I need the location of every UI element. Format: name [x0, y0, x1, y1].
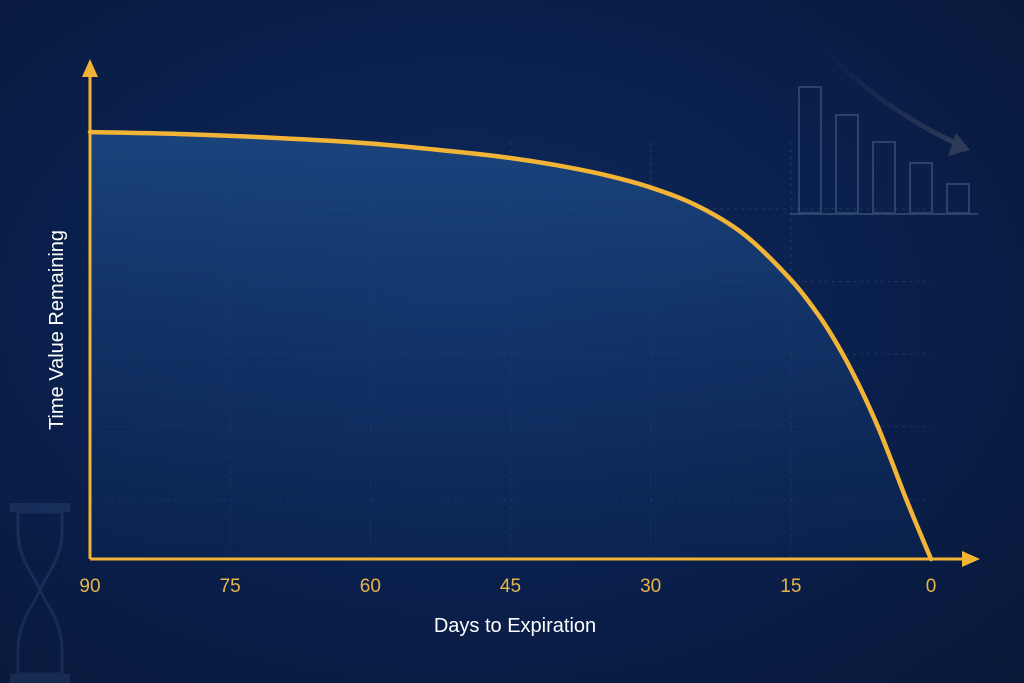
x-tick-label: 15	[780, 576, 801, 597]
series-area-fill	[90, 132, 931, 559]
trend-arrow-icon	[803, 27, 970, 156]
x-axis	[90, 551, 980, 567]
x-tick-label: 45	[500, 576, 521, 597]
series-line	[87, 129, 934, 562]
x-tick-label: 30	[640, 576, 661, 597]
declining-bars-icon	[790, 86, 978, 215]
x-tick-label: 90	[79, 576, 100, 597]
x-tick-labels: 90 75 60 45 30 15 0	[79, 576, 936, 597]
y-axis	[82, 59, 98, 559]
y-axis-arrow-icon	[82, 59, 98, 77]
y-axis-title: Time Value Remaining	[46, 230, 68, 430]
x-tick-label: 0	[926, 576, 937, 597]
hourglass-icon	[10, 503, 70, 683]
x-axis-arrow-icon	[962, 551, 980, 567]
x-axis-title: Days to Expiration	[434, 615, 596, 637]
x-tick-label: 75	[220, 576, 241, 597]
x-tick-label: 60	[360, 576, 381, 597]
